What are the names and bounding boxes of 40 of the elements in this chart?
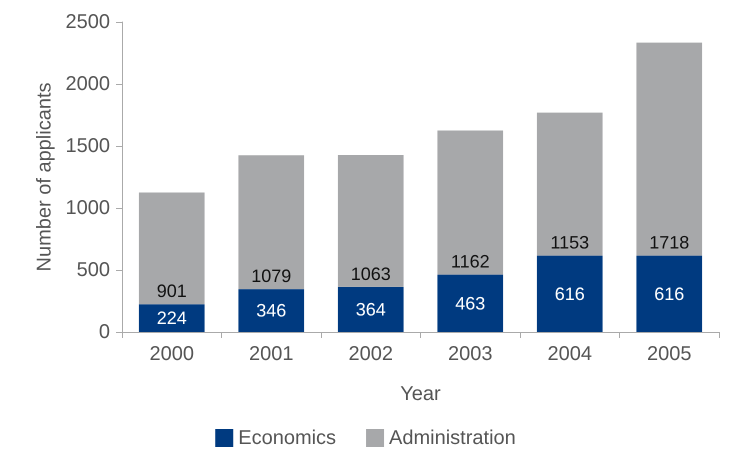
data-label: 616 <box>654 284 684 304</box>
bar <box>138 304 205 332</box>
data-label: 1162 <box>450 252 490 272</box>
bar <box>238 155 304 290</box>
data-label: 224 <box>156 308 187 328</box>
data-label: 901 <box>156 281 187 302</box>
data-label: 463 <box>455 293 486 314</box>
bar <box>636 256 702 332</box>
x-tick-label: 2004 <box>548 343 592 365</box>
y-tick-label: 1500 <box>66 135 110 157</box>
x-tick-label: 2003 <box>448 343 492 365</box>
data-label: 364 <box>356 299 386 320</box>
bar <box>636 42 702 256</box>
y-axis-title: Number of applicants <box>34 82 56 272</box>
bar <box>437 274 504 332</box>
y-tick-label: 500 <box>76 259 110 281</box>
bar <box>338 155 404 287</box>
bar <box>536 112 603 256</box>
data-label: 346 <box>256 300 286 321</box>
data-label: 1063 <box>350 264 391 284</box>
bar <box>138 192 205 304</box>
bar <box>536 256 603 332</box>
x-tick-label: 2000 <box>150 343 194 365</box>
y-tick-label: 0 <box>98 321 110 343</box>
x-tick-label: 2002 <box>348 343 393 365</box>
bar <box>338 286 404 332</box>
data-label: 616 <box>554 284 585 304</box>
x-tick-label: 2005 <box>647 343 692 365</box>
legend-label: Administration <box>389 427 516 449</box>
legend-label: Economics <box>238 427 336 449</box>
y-tick-label: 2500 <box>66 11 110 33</box>
x-axis-title: Year <box>400 383 442 405</box>
bar <box>238 289 304 332</box>
y-tick-label: 2000 <box>66 73 110 95</box>
y-tick-label: 1000 <box>66 197 110 219</box>
data-label: 1153 <box>550 232 590 253</box>
data-label: 1718 <box>649 232 690 253</box>
data-label: 1079 <box>251 266 292 286</box>
x-tick-label: 2001 <box>249 343 294 365</box>
bar <box>437 130 504 275</box>
